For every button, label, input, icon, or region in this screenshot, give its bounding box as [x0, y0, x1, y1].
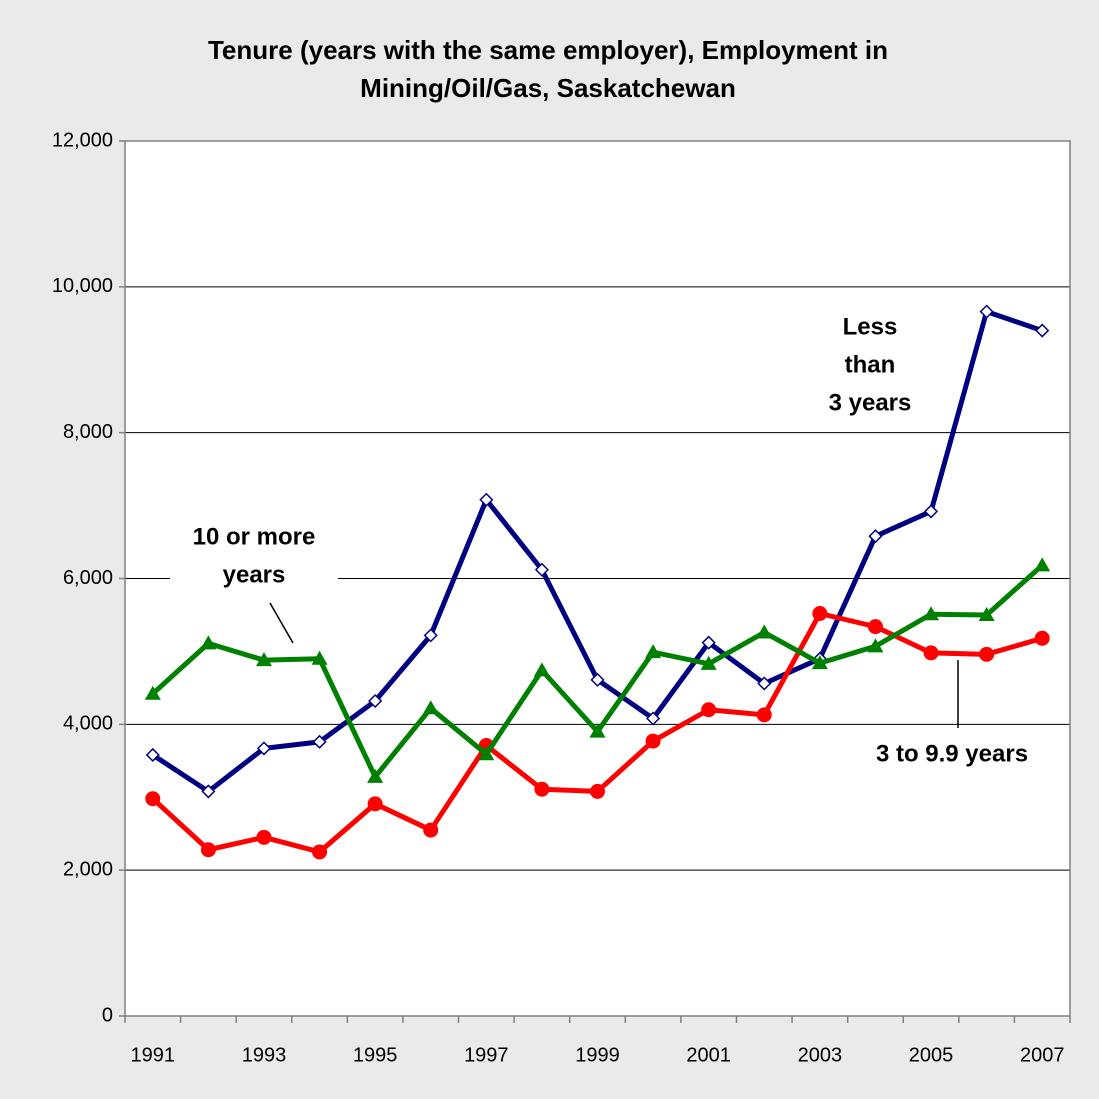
point — [201, 784, 216, 799]
point — [645, 733, 661, 749]
x-tick-label: 1991 — [131, 1044, 176, 1066]
point — [923, 645, 939, 661]
point — [589, 723, 606, 738]
x-tick-label: 1993 — [242, 1044, 287, 1066]
chart-title: Mining/Oil/Gas, Saskatchewan — [360, 73, 736, 103]
point — [700, 655, 717, 670]
point — [312, 844, 328, 860]
y-tick-label: 0 — [102, 1004, 113, 1026]
annotations: Less than 3 years 3 to 9.9 years 10 or more y… — [193, 313, 1028, 767]
point — [701, 702, 717, 718]
series-label: 3 years — [829, 389, 912, 416]
point — [757, 676, 772, 691]
point — [1034, 557, 1051, 572]
point — [423, 822, 439, 838]
point — [200, 635, 217, 650]
point — [423, 628, 438, 643]
point — [311, 650, 328, 665]
point — [978, 606, 995, 621]
point — [1035, 323, 1050, 338]
point — [590, 672, 605, 687]
point — [255, 652, 272, 667]
series-label: 10 or more — [193, 523, 316, 550]
point — [590, 783, 605, 799]
point — [811, 655, 828, 670]
x-tick-label: 2001 — [686, 1044, 731, 1066]
x-tick-label: 1997 — [464, 1044, 509, 1066]
point — [367, 768, 384, 783]
point — [979, 646, 995, 662]
point — [478, 746, 495, 761]
point — [923, 606, 940, 621]
x-tick-label: 1995 — [353, 1044, 398, 1066]
point — [256, 741, 272, 756]
point — [645, 644, 662, 659]
leader-line — [269, 602, 294, 644]
point — [368, 693, 383, 709]
point — [534, 781, 550, 797]
series-label: Less — [843, 313, 898, 340]
series-label: than — [845, 351, 896, 378]
point — [646, 711, 661, 726]
y-tick-label: 2,000 — [63, 858, 113, 880]
point — [422, 700, 439, 715]
title: Tenure (years with the same employer), E… — [208, 35, 888, 103]
y-tick-label: 8,000 — [63, 421, 113, 443]
point — [812, 606, 828, 621]
point — [145, 747, 160, 763]
y-tick-label: 10,000 — [52, 275, 113, 297]
point — [144, 685, 161, 700]
point — [312, 734, 327, 749]
point — [367, 796, 383, 812]
x-tick-label: 2003 — [798, 1044, 843, 1066]
point — [756, 624, 773, 639]
x-tick-label: 1999 — [575, 1044, 620, 1066]
point — [867, 619, 883, 635]
point — [756, 707, 772, 723]
y-tick-label: 6,000 — [63, 567, 113, 589]
point — [145, 791, 161, 807]
chart-title: Tenure (years with the same employer), E… — [208, 35, 888, 65]
point — [923, 504, 939, 519]
series-label: 3 to 9.9 years — [876, 740, 1028, 767]
point — [868, 529, 883, 544]
point — [534, 562, 549, 577]
point — [979, 304, 994, 319]
point — [533, 662, 550, 677]
point — [256, 829, 272, 845]
point — [479, 492, 494, 507]
series-label: years — [223, 561, 286, 588]
x-tick-label: 2005 — [909, 1044, 954, 1066]
point — [701, 635, 716, 650]
y-tick-label: 12,000 — [52, 129, 113, 151]
point — [867, 638, 884, 653]
annotation-bg — [170, 520, 338, 600]
point — [1034, 630, 1050, 646]
point — [200, 842, 216, 858]
y-tick-label: 4,000 — [63, 713, 113, 735]
x-tick-label: 2007 — [1020, 1044, 1065, 1066]
